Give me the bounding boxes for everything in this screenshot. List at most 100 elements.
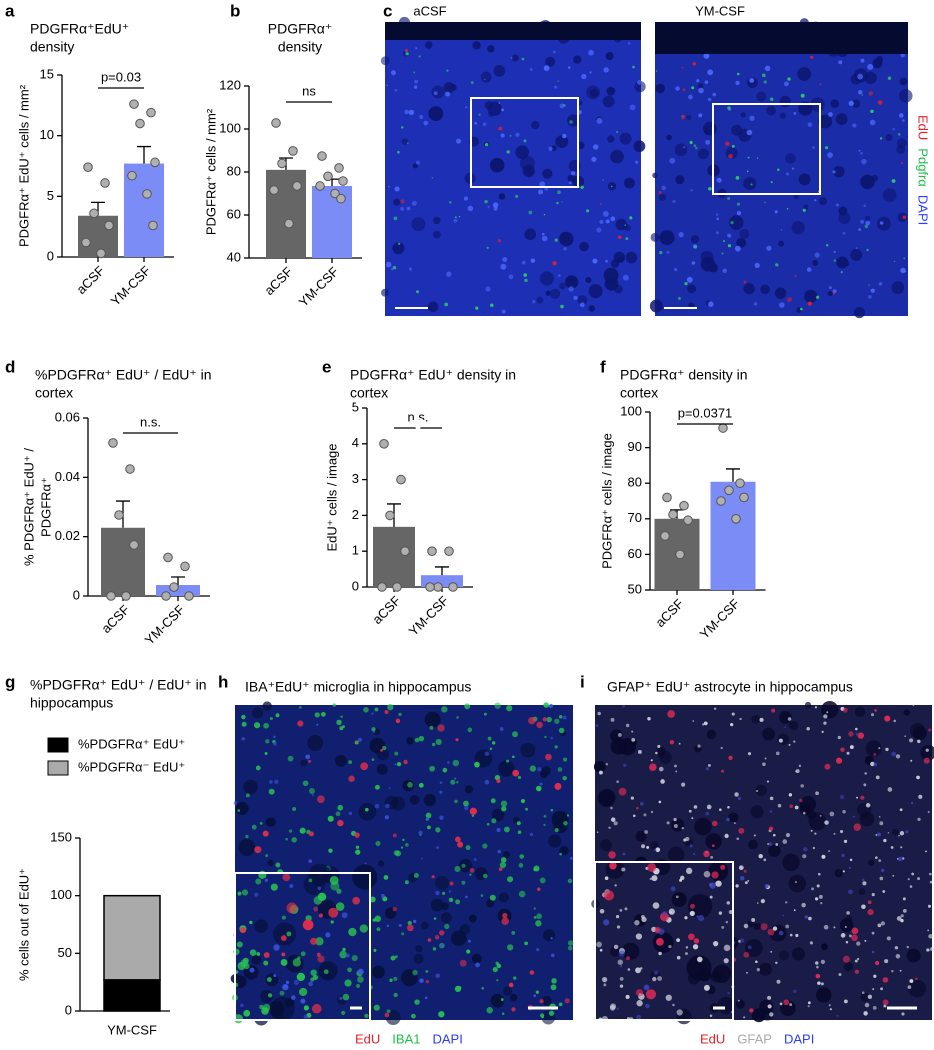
micrograph-texture xyxy=(693,938,700,944)
micrograph-texture xyxy=(376,927,381,932)
micrograph-texture xyxy=(605,259,608,263)
micrograph-texture xyxy=(843,999,848,1004)
micrograph-texture xyxy=(751,917,756,922)
micrograph-texture xyxy=(408,267,413,271)
data-point xyxy=(377,582,387,592)
micrograph-texture xyxy=(539,271,554,286)
micrograph-texture xyxy=(610,1003,617,1010)
data-point xyxy=(338,176,348,186)
micrograph-texture xyxy=(273,741,277,746)
micrograph-texture xyxy=(756,91,767,102)
micrograph-texture xyxy=(539,877,546,884)
micrograph-texture xyxy=(414,999,420,1005)
y-tick-label: 10 xyxy=(40,127,54,142)
micrograph-texture xyxy=(308,878,313,883)
micrograph-texture xyxy=(496,778,501,784)
micrograph-texture xyxy=(866,248,869,252)
micrograph-texture xyxy=(753,834,756,837)
data-point xyxy=(292,181,302,191)
bar xyxy=(373,526,415,587)
micrograph-texture xyxy=(787,297,792,303)
micrograph-texture xyxy=(316,795,325,804)
micrograph-texture xyxy=(420,921,429,930)
micrograph-texture xyxy=(484,779,490,785)
micrograph-texture xyxy=(688,302,695,309)
micrograph-texture xyxy=(307,735,324,751)
micrograph-texture xyxy=(708,861,729,882)
micrograph-texture xyxy=(897,133,901,136)
micrograph-texture xyxy=(605,763,609,766)
micrograph-texture xyxy=(660,779,665,784)
micrograph-texture xyxy=(486,246,489,250)
micrograph-texture xyxy=(341,912,348,919)
data-point xyxy=(142,189,152,199)
micrograph-texture xyxy=(764,65,771,72)
micrograph-texture xyxy=(904,270,906,273)
micrograph-texture xyxy=(624,907,628,911)
micrograph-texture xyxy=(838,211,851,225)
micrograph-texture xyxy=(241,721,247,727)
micrograph-texture xyxy=(615,914,620,919)
micrograph-texture xyxy=(891,969,894,973)
micrograph-texture xyxy=(533,994,537,998)
micrograph-texture xyxy=(358,802,377,821)
micrograph-texture xyxy=(927,929,930,932)
micrograph-texture xyxy=(603,890,615,901)
micrograph-texture xyxy=(425,812,432,819)
micrograph-texture xyxy=(588,305,596,312)
micrograph-texture xyxy=(863,204,866,208)
micrograph-texture xyxy=(281,952,286,957)
micrograph-texture xyxy=(775,263,779,267)
micrograph-texture xyxy=(545,290,551,296)
micrograph-texture xyxy=(498,892,509,903)
micrograph-texture xyxy=(506,150,510,154)
y-tick-label: 60 xyxy=(628,546,642,561)
data-point xyxy=(150,157,160,168)
micrograph-texture xyxy=(563,247,567,251)
micrograph-texture xyxy=(740,938,745,943)
micrograph-texture xyxy=(535,785,542,792)
micrograph-texture xyxy=(550,736,554,740)
data-point xyxy=(427,546,437,557)
micrograph-texture xyxy=(554,718,560,724)
micrograph-texture xyxy=(411,200,417,206)
micrograph-texture xyxy=(894,946,899,950)
micrograph-texture xyxy=(300,759,307,767)
micrograph-texture xyxy=(650,811,654,814)
micrograph-texture xyxy=(829,811,835,817)
micrograph-texture xyxy=(363,707,369,713)
micrograph-texture xyxy=(602,977,608,983)
micrograph-texture xyxy=(676,938,680,943)
micrograph-texture xyxy=(678,742,681,745)
micrograph-texture xyxy=(818,894,823,899)
micrograph-texture xyxy=(709,895,713,899)
micrograph-texture xyxy=(371,965,385,979)
micrograph-texture xyxy=(509,134,512,137)
micrograph-texture xyxy=(840,747,845,752)
micrograph-texture xyxy=(554,85,558,89)
micrograph-texture xyxy=(743,1016,746,1019)
micrograph-texture xyxy=(622,274,629,281)
micrograph-texture xyxy=(528,210,533,215)
micrograph-texture xyxy=(861,904,866,910)
micrograph-texture xyxy=(693,144,697,148)
micrograph-texture xyxy=(475,962,480,968)
micrograph-texture xyxy=(681,782,686,787)
micrograph-texture xyxy=(282,983,289,991)
micrograph-texture xyxy=(524,941,528,946)
micrograph-texture xyxy=(418,782,424,788)
micrograph-texture xyxy=(394,88,398,92)
micrograph-texture xyxy=(471,953,482,964)
micrograph-texture xyxy=(603,983,607,987)
micrograph-texture xyxy=(414,737,420,743)
micrograph-texture xyxy=(535,920,542,927)
micrograph-texture xyxy=(520,798,526,804)
condition-label: aCSF xyxy=(413,3,446,18)
micrograph-texture xyxy=(550,937,553,940)
micrograph-texture xyxy=(692,61,697,66)
micrograph-texture xyxy=(798,173,811,186)
data-point xyxy=(269,185,279,195)
micrograph-texture xyxy=(871,174,878,182)
micrograph-texture xyxy=(355,983,361,989)
